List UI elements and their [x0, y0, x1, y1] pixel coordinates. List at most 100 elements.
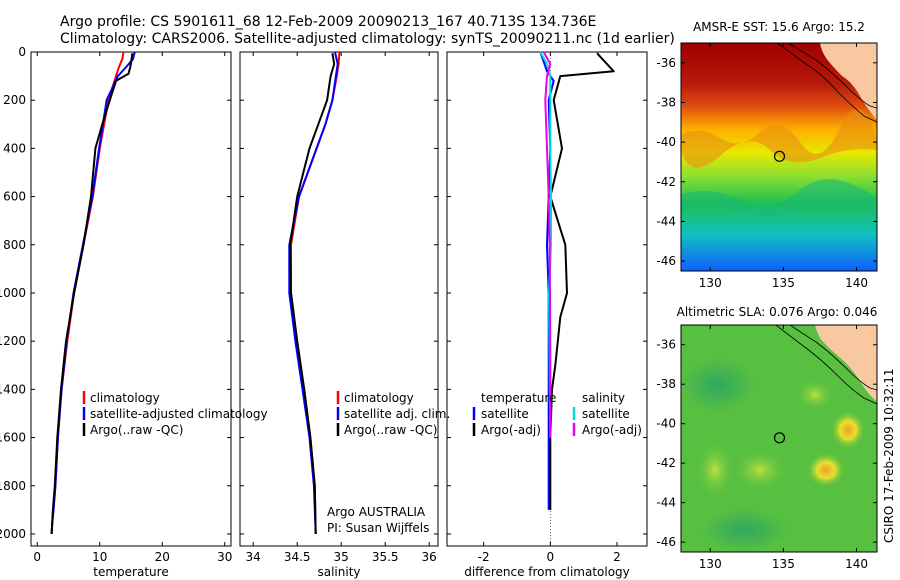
australia-land — [815, 325, 877, 402]
y-tick-label: 1200 — [0, 334, 26, 348]
y-tick-label: 400 — [3, 141, 26, 155]
series-line-argo-raw-qc- — [50, 53, 134, 535]
map-x-tick-label: 135 — [772, 557, 795, 571]
x-tick-label: 0 — [33, 550, 41, 564]
sla-map-panel: Altimetric SLA: 0.076 Argo: 0.046 130 135… — [656, 305, 878, 571]
salinity-legend: climatology satellite adj. clim. Argo(..… — [327, 391, 450, 535]
map-x-tick-label: 140 — [845, 557, 868, 571]
map-y-tick-label: -42 — [656, 175, 676, 189]
float-annotation-line-2: PI: Susan Wijffels — [327, 521, 429, 535]
bathymetry-contour — [776, 43, 877, 123]
x-tick-label: 30 — [217, 550, 232, 564]
map-y-tick-label: -38 — [656, 95, 676, 109]
sst-map-panel: AMSR-E SST: 15.6 Argo: 15.2 130 135 140 -36… — [656, 20, 878, 290]
side-timestamp-label: CSIRO 17-Feb-2009 10:32:11 — [882, 368, 896, 543]
legend-label: climatology — [344, 391, 414, 405]
map-y-tick-label: -44 — [656, 496, 676, 510]
map-y-tick-label: -42 — [656, 456, 676, 470]
header-line-1: Argo profile: CS 5901611_68 12-Feb-2009 … — [60, 14, 596, 30]
legend-label: Argo(..raw -QC) — [344, 423, 437, 437]
plot-frame — [239, 51, 439, 547]
x-tick-label: 20 — [155, 550, 170, 564]
sla-anomaly — [806, 452, 846, 488]
bathymetry-contour — [787, 43, 877, 109]
sst-map-frame — [680, 42, 878, 272]
sla-map-frame — [680, 324, 878, 553]
sst-front-shading — [681, 108, 877, 168]
legend-label: satellite — [481, 407, 529, 421]
y-tick-label: 2000 — [0, 527, 26, 541]
series-line-climatology — [50, 51, 125, 535]
map-x-tick-label: 130 — [699, 276, 722, 290]
map-y-tick-label: -46 — [656, 254, 676, 268]
map-y-tick-label: -40 — [656, 135, 676, 149]
x-tick-label: 10 — [92, 550, 107, 564]
argo-location-marker — [773, 432, 786, 444]
y-tick-label: 1800 — [0, 479, 26, 493]
legend-label: satellite — [582, 407, 630, 421]
series-line-argo-adj- — [549, 52, 615, 510]
x-tick-label: -2 — [478, 550, 490, 564]
series-line-argo-raw-qc- — [289, 53, 336, 535]
x-tick-label: 34.5 — [284, 550, 311, 564]
map-y-tick-label: -36 — [656, 338, 676, 352]
australia-land — [820, 43, 877, 120]
sla-anomaly — [830, 410, 866, 450]
float-annotation-line-1: Argo AUSTRALIA — [327, 505, 426, 519]
y-tick-label: 1400 — [0, 382, 26, 396]
legend-label: Argo(-adj) — [481, 423, 541, 437]
x-axis-label: temperature — [93, 565, 168, 579]
legend-label: Argo(..raw -QC) — [90, 423, 183, 437]
map-y-tick-label: -44 — [656, 214, 676, 228]
map-x-tick-label: 135 — [772, 276, 795, 290]
legend-label: climatology — [90, 391, 160, 405]
x-tick-label: 35.5 — [372, 550, 399, 564]
map-x-tick-label: 130 — [699, 557, 722, 571]
y-tick-label: 600 — [3, 190, 26, 204]
y-tick-label: 800 — [3, 238, 26, 252]
x-tick-label: 2 — [613, 550, 621, 564]
legend-label: Argo(-adj) — [582, 423, 642, 437]
plot-frame — [30, 51, 232, 547]
map-y-tick-label: -36 — [656, 56, 676, 70]
x-tick-label: 0 — [547, 550, 555, 564]
x-axis-label: difference from climatology — [464, 565, 630, 579]
plot-frame — [446, 51, 648, 547]
x-tick-label: 35 — [334, 550, 349, 564]
sla-anomaly — [681, 357, 756, 413]
map-y-tick-label: -46 — [656, 535, 676, 549]
sla-map-title: Altimetric SLA: 0.076 Argo: 0.046 — [677, 305, 878, 319]
bathymetry-contour — [775, 325, 877, 405]
sla-anomaly — [700, 508, 790, 552]
sst-front-shading — [681, 179, 877, 216]
y-tick-label: 0 — [18, 45, 26, 59]
temperature-legend: climatology satellite-adjusted climatolo… — [82, 391, 268, 437]
legend-label: satellite-adjusted climatology — [90, 407, 268, 421]
legend-header-temperature: temperature — [481, 391, 556, 405]
y-tick-label: 1600 — [0, 431, 26, 445]
map-y-tick-label: -38 — [656, 377, 676, 391]
legend-header-salinity: salinity — [582, 391, 625, 405]
series-line-argo-adj- — [542, 51, 552, 438]
series-line-satellite-adjusted-climatology — [50, 51, 136, 535]
map-x-tick-label: 140 — [845, 276, 868, 290]
bathymetry-contour — [789, 325, 877, 391]
legend-label: satellite adj. clim. — [344, 407, 450, 421]
argo-location-marker — [773, 150, 786, 162]
map-y-tick-label: -40 — [656, 417, 676, 431]
header-line-2: Climatology: CARS2006. Satellite-adjuste… — [60, 31, 675, 47]
temperature-panel: 0 200 400 600 800 1000 1200 1400 1600 1800 2000 0 10… — [0, 45, 232, 579]
x-tick-label: 34 — [246, 550, 261, 564]
difference-legend: temperature salinity satellite Argo(-adj… — [472, 391, 642, 437]
y-tick-label: 1000 — [0, 286, 26, 300]
x-axis-label: salinity — [317, 565, 360, 579]
x-tick-label: 36 — [422, 550, 437, 564]
series-line-climatology — [290, 51, 341, 535]
sla-anomaly — [732, 448, 788, 492]
sst-map-axes: 130 135 140 -36 -38 -40 -42 -44 -46 — [656, 43, 877, 290]
sla-anomaly — [695, 440, 735, 500]
sla-anomaly — [795, 379, 835, 411]
sla-map-axes: 130 135 140 -36 -38 -40 -42 -44 -46 — [656, 325, 877, 571]
